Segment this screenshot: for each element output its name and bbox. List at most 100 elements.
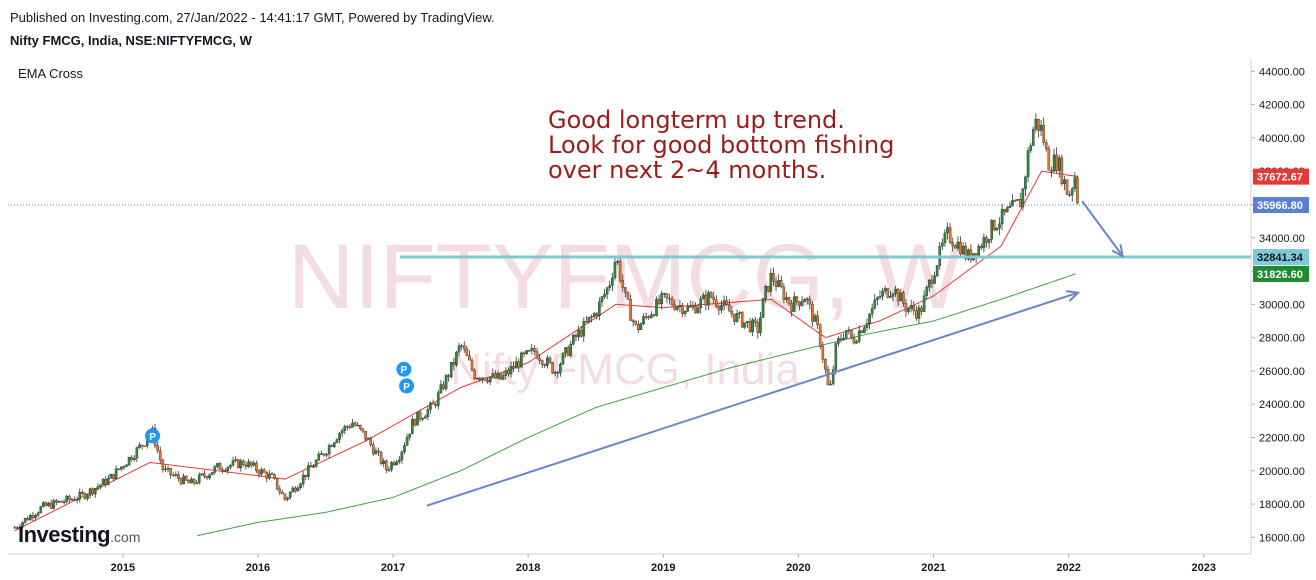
candle-body: [413, 418, 417, 426]
candle-body: [507, 370, 510, 375]
symbol-title[interactable]: Nifty FMCG, India, NSE:NIFTYFMCG, W: [10, 33, 252, 48]
indicator-legend-ema-cross[interactable]: EMA Cross: [18, 66, 84, 81]
candle-body: [499, 373, 502, 380]
candle-body: [587, 317, 591, 322]
candle-body: [104, 478, 107, 485]
candle-body: [959, 241, 962, 255]
candle-body: [678, 305, 682, 307]
price-label-text: 37672.67: [1257, 172, 1303, 184]
candle-body: [247, 461, 250, 467]
candle-body: [338, 432, 341, 440]
candle-body: [613, 261, 617, 278]
price-tick-label: 30000.00: [1259, 299, 1305, 311]
candle-body: [88, 488, 92, 496]
candle-body: [322, 453, 326, 456]
candle-body: [647, 316, 651, 319]
candle-body: [382, 460, 386, 464]
candle-body: [127, 456, 131, 466]
time-tick-label: 2015: [111, 562, 135, 574]
price-tick-label: 34000.00: [1259, 233, 1305, 245]
price-tick-label: 20000.00: [1259, 466, 1305, 478]
candle-body: [374, 450, 378, 455]
marker-p-label: P: [149, 432, 156, 443]
candle-body: [1029, 145, 1032, 151]
candle-body: [210, 472, 214, 475]
candle-body: [577, 329, 580, 338]
candle-body: [969, 249, 973, 261]
candle-body: [299, 483, 302, 489]
published-caption: Published on Investing.com, 27/Jan/2022 …: [10, 10, 495, 25]
time-tick-label: 2017: [381, 562, 405, 574]
candle-body: [855, 341, 858, 344]
candle-body: [928, 279, 931, 288]
candle-body: [621, 280, 625, 288]
candle-body: [158, 450, 162, 461]
logo-suffix: .com: [110, 529, 141, 545]
candle-body: [826, 369, 830, 386]
candle-body: [1044, 142, 1048, 149]
price-label-box: [1253, 197, 1309, 214]
time-axis[interactable]: 2015 2016 2017 2018 2019 2020 2021 2022 2023: [111, 554, 1216, 574]
candle-body: [943, 232, 947, 244]
candle-body: [234, 459, 237, 461]
candle-body: [481, 377, 484, 380]
candle-body: [995, 228, 999, 231]
candle-body: [998, 223, 1001, 229]
price-tick-label: 28000.00: [1259, 333, 1305, 345]
time-tick-label: 2020: [786, 562, 810, 574]
candle-body: [951, 242, 955, 247]
candle-body: [543, 364, 547, 366]
candle-body: [122, 466, 126, 468]
candle-body: [216, 463, 219, 467]
candle-body: [18, 526, 22, 529]
candle-body: [818, 324, 822, 347]
candle-body: [36, 512, 40, 516]
candle-body: [657, 298, 661, 305]
candle-body: [917, 307, 921, 319]
candle-body: [455, 351, 458, 366]
price-label-text: 31826.60: [1257, 269, 1303, 281]
candle-body: [538, 358, 541, 361]
candle-body: [878, 295, 882, 298]
candle-body: [514, 361, 518, 369]
candle-body: [634, 320, 638, 325]
candle-body: [320, 453, 323, 455]
time-tick-label: 2023: [1191, 562, 1215, 574]
candle-body: [192, 478, 196, 484]
candle-body: [109, 474, 113, 479]
candle-body: [556, 372, 560, 374]
candle-body: [831, 369, 835, 385]
candle-body: [1026, 150, 1030, 178]
time-tick-label: 2016: [246, 562, 270, 574]
candle-body: [512, 366, 515, 369]
candle-body: [117, 468, 120, 470]
candle-body: [553, 372, 557, 374]
candle-body: [312, 466, 315, 468]
candle-body: [60, 500, 63, 503]
candle-body: [977, 245, 981, 257]
price-axis[interactable]: 16000.00 18000.00 20000.00 22000.00 24000.00…: [1251, 66, 1305, 544]
candle-body: [418, 411, 422, 420]
candle-body: [156, 445, 159, 451]
candle-body: [637, 324, 640, 330]
annotation-line-2: Look for good bottom fishing: [548, 131, 895, 159]
candle-body: [223, 470, 227, 472]
candle-body: [359, 424, 362, 429]
candle-body: [57, 500, 61, 503]
candle-body: [688, 305, 692, 308]
candle-body: [756, 321, 760, 334]
candle-body: [800, 301, 804, 306]
candle-body: [501, 375, 505, 380]
candle-body: [73, 498, 76, 501]
candle-body: [798, 301, 801, 306]
candle-body: [520, 352, 523, 368]
drawings: [8, 200, 1251, 507]
candle-body: [400, 451, 404, 461]
candle-body: [288, 491, 292, 498]
candle-body: [270, 473, 274, 475]
candle-body: [709, 292, 713, 298]
candle-body: [491, 373, 495, 378]
candle-body: [569, 344, 573, 356]
candle-body: [70, 498, 74, 501]
